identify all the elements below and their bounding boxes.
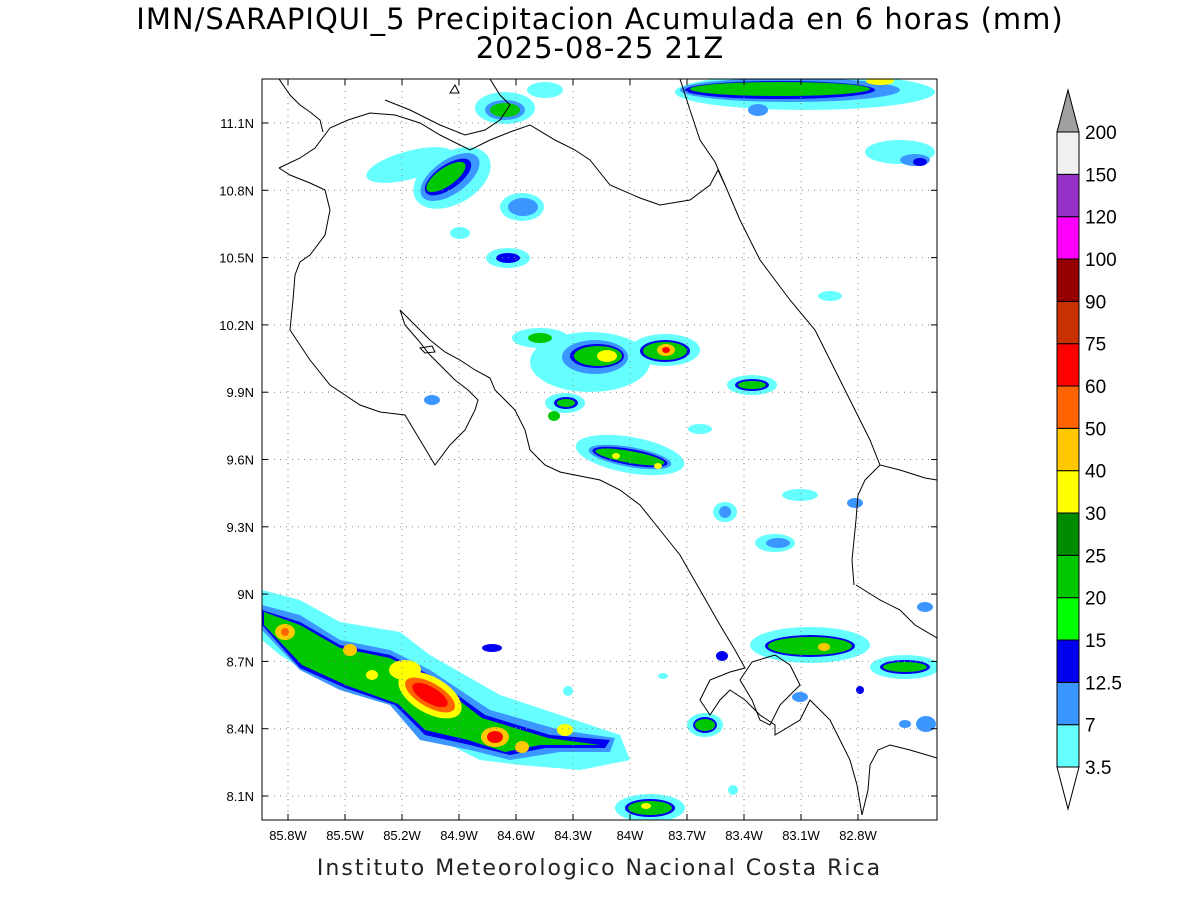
colorbar-arrow-bottom (1056, 766, 1080, 811)
colorbar-swatch (1056, 681, 1080, 726)
colorbar-swatch (1056, 554, 1080, 599)
colorbar-label: 7 (1085, 716, 1096, 737)
lon-tick-label: 83.4W (725, 828, 763, 843)
lon-tick-label: 84.3W (554, 828, 592, 843)
lon-tick-label: 85.8W (269, 828, 307, 843)
precipitation-colorbar: 3.5 7 12.5 15 20 25 30 40 50 60 75 90 100 120 150 200 (1056, 88, 1122, 811)
colorbar-swatch (1056, 724, 1080, 768)
lon-tick-label: 83.1W (782, 828, 820, 843)
colorbar-swatch (1056, 427, 1080, 472)
colorbar-label: 25 (1085, 546, 1106, 567)
lat-tick-label: 10.2N (219, 318, 254, 333)
colorbar-swatch (1056, 300, 1080, 345)
lon-tick-label: 85.5W (326, 828, 364, 843)
rain-cell-central (424, 328, 863, 552)
lat-tick-label: 8.1N (227, 789, 254, 804)
rain-cell-north-west (366, 82, 563, 268)
lake-nicaragua-shore (384, 79, 511, 136)
footer-credit: Instituto Meteorologico Nacional Costa R… (316, 856, 883, 881)
nicaragua-costa-rica-border (278, 112, 726, 206)
colorbar-swatch (1056, 512, 1080, 556)
panama-coast-south (861, 744, 937, 816)
pacific-coast-guanacaste (278, 167, 863, 816)
colorbar-swatch (1056, 639, 1080, 683)
lon-tick-label: 83.7W (668, 828, 706, 843)
isla-chira (418, 345, 436, 354)
colorbar-arrow-top (1056, 88, 1080, 133)
colorbar-label: 90 (1085, 292, 1106, 313)
colorbar-label: 60 (1085, 377, 1106, 398)
rain-cell-north-east (675, 79, 935, 301)
colorbar-swatch (1056, 173, 1080, 218)
lon-tick-label: 82.8W (839, 828, 877, 843)
map-subtitle-datetime: 2025-08-25 21Z (475, 31, 725, 65)
lat-tick-label: 9N (237, 587, 254, 602)
map-frame (261, 78, 938, 821)
lon-tick-label: 84W (617, 828, 644, 843)
latitude-axis-labels: 11.1N 10.8N 10.5N 10.2N 9.9N 9.6N 9.3N 9N 8.7N 8.… (219, 116, 937, 804)
colorbar-swatch (1056, 216, 1080, 260)
lon-tick-label: 84.6W (497, 828, 535, 843)
lat-tick-label: 10.8N (219, 183, 254, 198)
map-title: IMN/SARAPIQUI_5 Precipitacion Acumulada … (136, 2, 1064, 36)
colorbar-label: 100 (1085, 250, 1117, 271)
colorbar-label: 75 (1085, 335, 1106, 356)
colorbar-swatch (1056, 343, 1080, 387)
lon-tick-label: 85.2W (383, 828, 421, 843)
colorbar-label: 3.5 (1085, 758, 1111, 779)
rain-cell-south-east (563, 602, 937, 820)
lat-tick-label: 11.1N (220, 116, 254, 131)
lat-tick-label: 9.3N (227, 520, 254, 535)
colorbar-swatch (1056, 385, 1080, 429)
longitude-axis-labels: 85.8W 85.5W 85.2W 84.9W 84.6W 84.3W 84W 83.7W 83… (269, 79, 878, 843)
small-island-north (449, 83, 460, 94)
golfo-dulce-osa-peninsula (739, 654, 801, 726)
coastlines-and-borders (278, 79, 937, 816)
colorbar-label: 20 (1085, 589, 1106, 610)
caribbean-coast (679, 79, 937, 481)
colorbar-label: 40 (1085, 462, 1106, 483)
colorbar-label: 12.5 (1085, 673, 1122, 694)
lat-tick-label: 8.7N (227, 654, 254, 669)
panama-coast (855, 584, 937, 639)
precipitation-field (262, 79, 937, 820)
colorbar-label: 150 (1085, 165, 1117, 186)
colorbar-swatch (1056, 597, 1080, 641)
lat-tick-label: 9.9N (227, 385, 254, 400)
colorbar-label: 30 (1085, 504, 1106, 525)
colorbar-swatch (1056, 258, 1080, 302)
colorbar-label-top: 200 (1085, 123, 1117, 144)
colorbar-label: 50 (1085, 419, 1106, 440)
colorbar-label: 15 (1085, 631, 1106, 652)
colorbar-swatch (1056, 470, 1080, 514)
colorbar-label: 120 (1085, 208, 1117, 229)
nicaragua-pacific-coast (278, 79, 324, 133)
colorbar-swatch (1056, 131, 1080, 175)
lat-tick-label: 10.5N (219, 251, 254, 266)
costa-rica-panama-border (851, 464, 881, 586)
lon-tick-label: 84.9W (440, 828, 478, 843)
rain-band-south-pacific (262, 590, 630, 770)
lat-tick-label: 8.4N (227, 722, 254, 737)
lat-tick-label: 9.6N (227, 453, 254, 468)
